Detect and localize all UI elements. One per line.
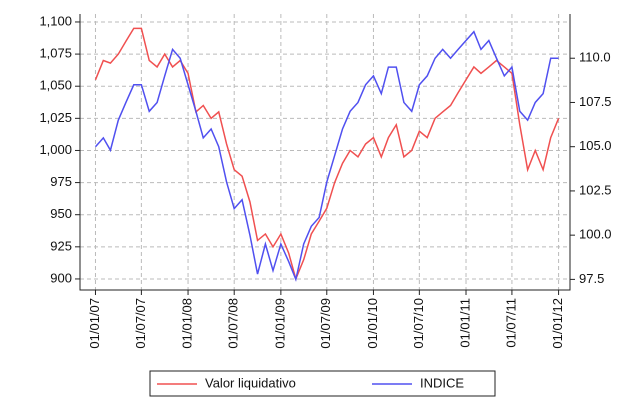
y-tick-label: 975 <box>50 174 72 189</box>
series-line <box>94 27 560 282</box>
series-line <box>94 30 559 282</box>
legend-label: Valor liquidativo <box>205 375 296 390</box>
axis-frame <box>79 14 571 291</box>
y-tick-label: 1,075 <box>39 46 72 61</box>
x-tick-label: 01/01/11 <box>457 298 472 348</box>
x-tick-label: 01/07/11 <box>503 298 518 348</box>
x-tick-label: 01/01/10 <box>365 298 380 349</box>
x-tick-label: 01/07/07 <box>133 298 148 349</box>
y2-tick-label: 100.0 <box>579 227 612 242</box>
x-tick-label: 01/07/09 <box>318 298 333 349</box>
y-tick-label: 950 <box>50 206 72 221</box>
legend-label: INDICE <box>420 375 464 390</box>
x-tick-label: 01/01/08 <box>179 298 194 349</box>
y-tick-label: 925 <box>50 238 72 253</box>
x-tick-label: 01/01/12 <box>550 298 565 349</box>
y2-tick-label: 105.0 <box>579 138 612 153</box>
y-tick-label: 1,025 <box>39 110 72 125</box>
y2-tick-label: 107.5 <box>579 94 612 109</box>
y2-tick-label: 97.5 <box>579 271 604 286</box>
x-tick-label: 01/01/07 <box>87 298 102 349</box>
y-tick-label: 900 <box>50 270 72 285</box>
x-tick-label: 01/07/08 <box>226 298 241 349</box>
y-tick-label: 1,100 <box>39 13 72 28</box>
x-tick-label: 01/07/10 <box>411 298 426 349</box>
y-tick-label: 1,050 <box>39 78 72 93</box>
y-tick-label: 1,000 <box>39 142 72 157</box>
x-tick-label: 01/01/09 <box>272 298 287 349</box>
y2-tick-label: 110.0 <box>579 50 611 65</box>
legend-box <box>149 370 496 397</box>
y2-tick-label: 102.5 <box>579 182 612 197</box>
